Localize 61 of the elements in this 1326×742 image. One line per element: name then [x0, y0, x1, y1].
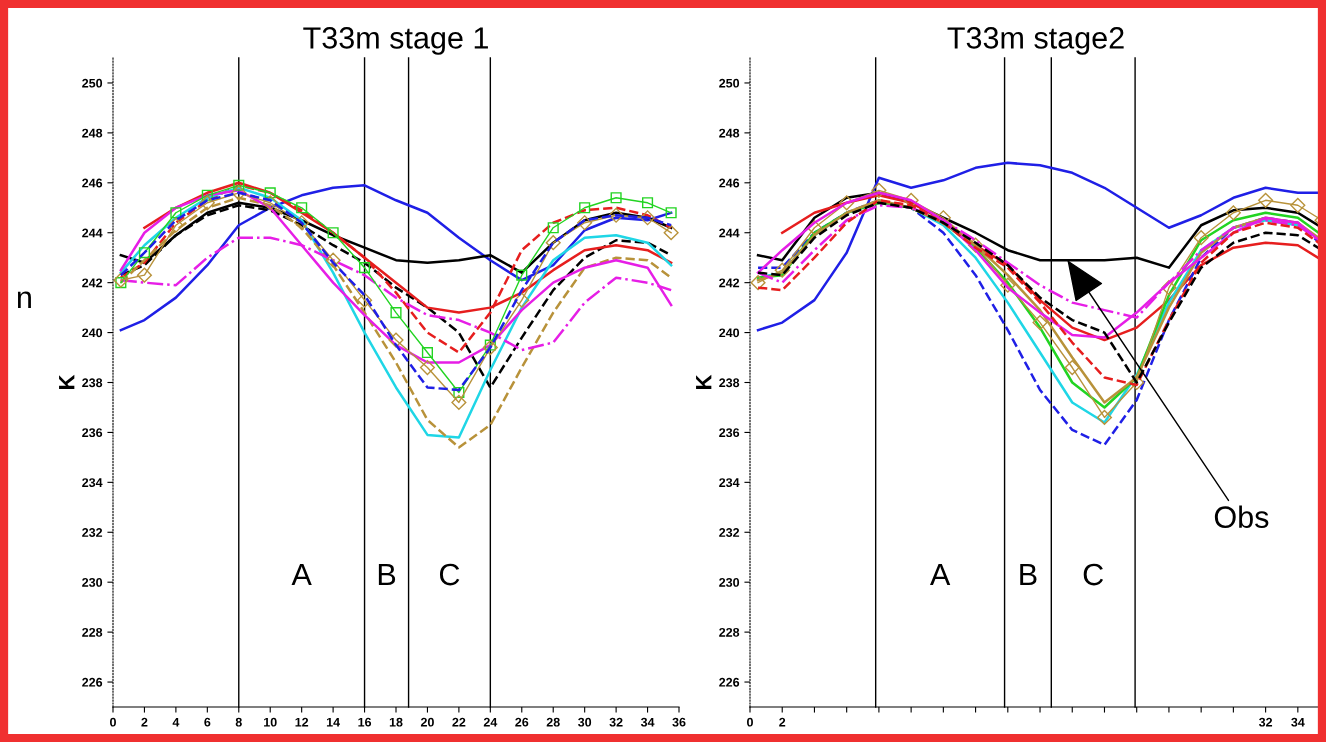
y-tick-label: 248	[82, 128, 103, 138]
annotation: A	[291, 564, 312, 586]
x-tick-label: 34	[1291, 717, 1305, 727]
x-tick-label: 0	[110, 717, 116, 727]
x-tick-label: 30	[578, 717, 592, 727]
y-tick-label: 250	[82, 78, 103, 88]
y-tick-label: 236	[719, 428, 740, 438]
x-tick-label: 22	[452, 717, 466, 727]
y-tick-label: 232	[82, 528, 103, 537]
y-tick-label: 226	[82, 677, 103, 687]
x-tick-label: 34	[640, 717, 655, 727]
x-tick-label: 28	[546, 717, 560, 727]
y-tick-label: 232	[719, 528, 740, 537]
y-tick-label: 248	[719, 128, 740, 138]
y-tick-label: 234	[719, 478, 740, 488]
x-tick-label: 16	[358, 717, 372, 727]
x-tick-label: 10	[264, 717, 277, 727]
y-tick-label: 250	[719, 78, 740, 88]
annotation: C	[1083, 563, 1104, 586]
annotation: C	[439, 563, 460, 586]
y-tick-label: 228	[719, 627, 740, 637]
y-tick-label: 230	[82, 577, 103, 587]
y-tick-label: 246	[719, 178, 740, 188]
x-tick-label: 0	[747, 717, 753, 727]
y-tick-label: 244	[719, 228, 740, 238]
y-tick-label: 226	[719, 677, 740, 687]
y-tick-label: 236	[82, 428, 103, 438]
x-tick-label: 2	[141, 717, 148, 727]
x-tick-label: 14	[326, 717, 340, 727]
y-axis-title: K	[59, 374, 75, 390]
y-tick-label: 246	[82, 178, 103, 188]
y-tick-label: 238	[82, 378, 103, 388]
y-tick-label: 242	[82, 278, 103, 288]
annotation: A	[930, 564, 951, 586]
x-tick-label: 2	[779, 717, 786, 727]
text: n	[17, 291, 31, 308]
x-tick-label: 12	[295, 717, 309, 727]
y-tick-label: 244	[82, 228, 103, 238]
x-tick-label: 8	[235, 717, 242, 727]
x-tick-label: 32	[1258, 717, 1273, 727]
x-tick-label: 24	[483, 717, 498, 727]
x-tick-label: 18	[389, 717, 403, 727]
x-tick-label: 26	[515, 717, 529, 727]
x-tick-label: 20	[420, 717, 434, 727]
x-tick-label: 36	[672, 717, 686, 727]
annotation: Obs	[1214, 505, 1269, 528]
y-tick-label: 228	[82, 627, 103, 637]
x-tick-label: 6	[204, 717, 211, 727]
y-tick-label: 230	[719, 577, 740, 587]
y-axis-title: K	[696, 374, 712, 390]
x-tick-label: 32	[609, 717, 623, 727]
chart-title: T33m stage2	[947, 27, 1124, 55]
y-tick-label: 242	[719, 278, 740, 288]
y-tick-label: 234	[82, 478, 103, 488]
chart-title: T33m stage 1	[303, 27, 488, 55]
x-tick-label: 4	[172, 717, 180, 727]
annotation: B	[1020, 564, 1037, 586]
annotation: B	[378, 564, 396, 586]
y-tick-label: 240	[719, 328, 740, 338]
y-tick-label: 240	[82, 328, 103, 338]
y-tick-label: 238	[719, 378, 740, 388]
